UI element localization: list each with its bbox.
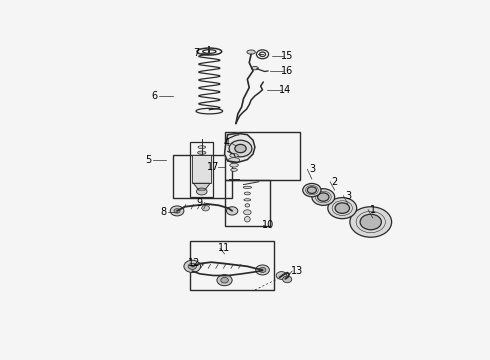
Text: 4: 4 [223, 138, 229, 148]
Circle shape [307, 187, 317, 193]
Bar [190, 242, 274, 290]
Bar [224, 180, 270, 226]
Text: 12: 12 [188, 258, 200, 268]
Circle shape [312, 189, 335, 205]
Circle shape [283, 276, 292, 283]
Ellipse shape [244, 210, 251, 215]
Polygon shape [224, 133, 255, 162]
Ellipse shape [243, 186, 251, 188]
Circle shape [217, 275, 232, 286]
Ellipse shape [245, 204, 249, 207]
Ellipse shape [230, 154, 238, 157]
Bar [173, 156, 232, 198]
Circle shape [350, 207, 392, 237]
Bar [224, 132, 300, 180]
Circle shape [188, 263, 196, 269]
Circle shape [170, 206, 184, 216]
Ellipse shape [198, 146, 206, 149]
Ellipse shape [245, 192, 250, 195]
Circle shape [229, 140, 252, 157]
Circle shape [276, 271, 287, 279]
Circle shape [318, 193, 329, 201]
Text: 6: 6 [151, 91, 157, 101]
Circle shape [256, 265, 270, 275]
Text: 5: 5 [146, 155, 152, 165]
Polygon shape [194, 183, 210, 190]
Bar [190, 141, 213, 197]
Text: 16: 16 [281, 66, 294, 76]
Text: 8: 8 [161, 207, 167, 217]
Text: 11: 11 [219, 243, 231, 253]
Circle shape [184, 260, 200, 273]
Text: 13: 13 [291, 266, 303, 276]
Bar [192, 156, 211, 183]
Text: 7: 7 [193, 48, 199, 58]
Ellipse shape [245, 216, 250, 222]
Circle shape [335, 203, 349, 213]
Ellipse shape [197, 151, 206, 154]
Circle shape [259, 267, 266, 273]
Circle shape [226, 207, 238, 215]
Text: 9: 9 [197, 198, 203, 208]
Text: 3: 3 [345, 191, 351, 201]
Text: 1: 1 [369, 204, 376, 215]
Circle shape [360, 214, 381, 230]
Circle shape [235, 144, 246, 153]
Text: 3: 3 [309, 164, 315, 174]
Text: 10: 10 [262, 220, 274, 230]
Circle shape [202, 205, 209, 211]
Text: 17: 17 [207, 162, 220, 172]
Ellipse shape [251, 67, 258, 70]
Text: 2: 2 [332, 177, 338, 187]
Ellipse shape [231, 168, 237, 171]
Circle shape [303, 184, 321, 197]
Ellipse shape [230, 163, 238, 167]
Circle shape [328, 198, 357, 219]
Text: 14: 14 [279, 85, 292, 95]
Circle shape [220, 278, 228, 283]
Ellipse shape [228, 158, 240, 163]
Ellipse shape [196, 188, 207, 195]
Ellipse shape [244, 199, 251, 201]
Circle shape [174, 209, 180, 213]
Text: 15: 15 [281, 51, 294, 61]
Ellipse shape [247, 50, 255, 54]
